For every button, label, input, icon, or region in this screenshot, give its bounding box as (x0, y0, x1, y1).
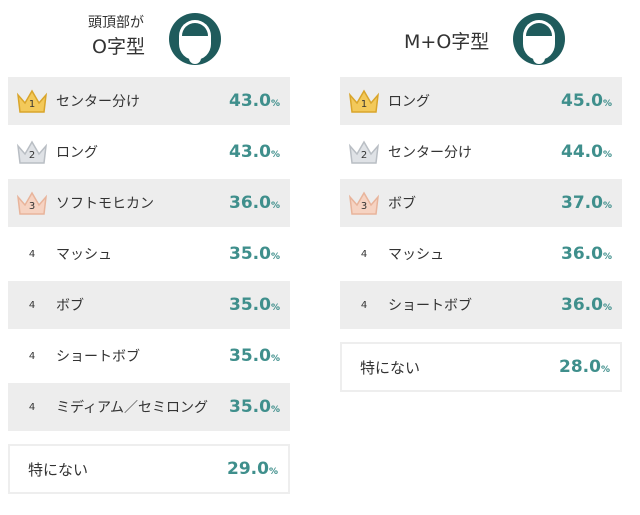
item-name: ボブ (56, 298, 84, 314)
crown: 2 (15, 139, 49, 165)
none-row: 特にない 29.0% (8, 444, 290, 494)
rank: 2 (340, 139, 388, 165)
rank-number: 4 (28, 401, 36, 413)
crown: 3 (347, 190, 381, 216)
rank: 1 (8, 88, 56, 114)
item-name: 特にない (360, 358, 421, 377)
item-value: 45.0% (561, 91, 612, 111)
item-name: マッシュ (56, 247, 112, 263)
crown: 2 (347, 139, 381, 165)
rank: 3 (340, 190, 388, 216)
item-value: 44.0% (561, 142, 612, 162)
item-value: 37.0% (561, 193, 612, 213)
unit: % (270, 303, 280, 313)
item-value: 43.0% (229, 91, 280, 111)
rank: 4 (8, 351, 56, 362)
panel-header: 頭頂部が O字型 (8, 0, 290, 77)
rank: 4 (8, 300, 56, 311)
rank-number: 2 (360, 150, 368, 161)
ranking-panel: M+O字型 1 ロング 45.0% 2 センター分け 44.0% 3 ボブ 37.0% 4 マッシュ 3… (340, 0, 622, 392)
ranking-row: 4 マッシュ 35.0% (8, 230, 290, 278)
unit: % (270, 99, 280, 109)
item-name: 特にない (28, 460, 89, 479)
rank: 3 (8, 190, 56, 216)
item-name: ボブ (388, 196, 416, 212)
rank: 4 (340, 249, 388, 260)
ranking-row: 4 ボブ 35.0% (8, 281, 290, 329)
item-name: ソフトモヒカン (56, 196, 154, 212)
rank-number: 4 (28, 248, 36, 260)
rank: 2 (8, 139, 56, 165)
ranking-panel: 頭頂部が O字型 1 センター分け 43.0% 2 ロング 43.0% 3 ソフトモヒカン 36.0… (8, 0, 290, 494)
unit: % (270, 150, 280, 160)
item-value: 35.0% (229, 397, 280, 417)
rank-number: 1 (28, 99, 36, 110)
unit: % (270, 201, 280, 211)
item-value: 28.0% (559, 357, 610, 377)
ranking-row: 2 ロング 43.0% (8, 128, 290, 176)
rank-number: 3 (28, 201, 36, 212)
unit: % (602, 201, 612, 211)
unit: % (602, 150, 612, 160)
title-small: 頭頂部が (88, 15, 144, 31)
unit: % (602, 99, 612, 109)
title: O字型 (92, 36, 145, 58)
rank-number: 1 (360, 99, 368, 110)
rank-number: 4 (28, 350, 36, 362)
item-value: 43.0% (229, 142, 280, 162)
rank-number: 4 (360, 299, 368, 311)
item-name: ショートボブ (388, 298, 472, 314)
rank-number: 4 (28, 299, 36, 311)
rank: 4 (8, 402, 56, 413)
item-value: 36.0% (561, 244, 612, 264)
none-row: 特にない 28.0% (340, 342, 622, 392)
rank: 1 (340, 88, 388, 114)
ranking-row: 4 ショートボブ 36.0% (340, 281, 622, 329)
unit: % (270, 405, 280, 415)
ranking-row: 1 ロング 45.0% (340, 77, 622, 125)
ranking-row: 4 マッシュ 36.0% (340, 230, 622, 278)
rank-number: 2 (28, 150, 36, 161)
crown: 3 (15, 190, 49, 216)
item-name: マッシュ (388, 247, 444, 263)
item-value: 36.0% (561, 295, 612, 315)
item-value: 35.0% (229, 346, 280, 366)
ranking-row: 1 センター分け 43.0% (8, 77, 290, 125)
ranking-row: 2 センター分け 44.0% (340, 128, 622, 176)
item-value: 36.0% (229, 193, 280, 213)
item-name: ロング (388, 94, 430, 110)
item-name: ロング (56, 145, 98, 161)
ranking-row: 4 ミディアム／セミロング 35.0% (8, 383, 290, 431)
ranking-row: 3 ボブ 37.0% (340, 179, 622, 227)
ranking-row: 4 ショートボブ 35.0% (8, 332, 290, 380)
unit: % (270, 252, 280, 262)
item-value: 29.0% (227, 459, 278, 479)
item-value: 35.0% (229, 295, 280, 315)
unit: % (602, 252, 612, 262)
panel-header: M+O字型 (340, 0, 622, 77)
rank-number: 4 (360, 248, 368, 260)
rank: 4 (8, 249, 56, 260)
crown: 1 (15, 88, 49, 114)
item-name: センター分け (388, 145, 472, 161)
unit: % (600, 365, 610, 375)
unit: % (602, 303, 612, 313)
item-name: センター分け (56, 94, 140, 110)
item-name: ショートボブ (56, 349, 140, 365)
crown: 1 (347, 88, 381, 114)
item-name: ミディアム／セミロング (56, 400, 209, 416)
unit: % (268, 467, 278, 477)
ranking-row: 3 ソフトモヒカン 36.0% (8, 179, 290, 227)
head-icon (168, 12, 222, 70)
item-value: 35.0% (229, 244, 280, 264)
title: M+O字型 (404, 31, 490, 53)
rank-number: 3 (360, 201, 368, 212)
head-icon (512, 12, 566, 70)
unit: % (270, 354, 280, 364)
rank: 4 (340, 300, 388, 311)
